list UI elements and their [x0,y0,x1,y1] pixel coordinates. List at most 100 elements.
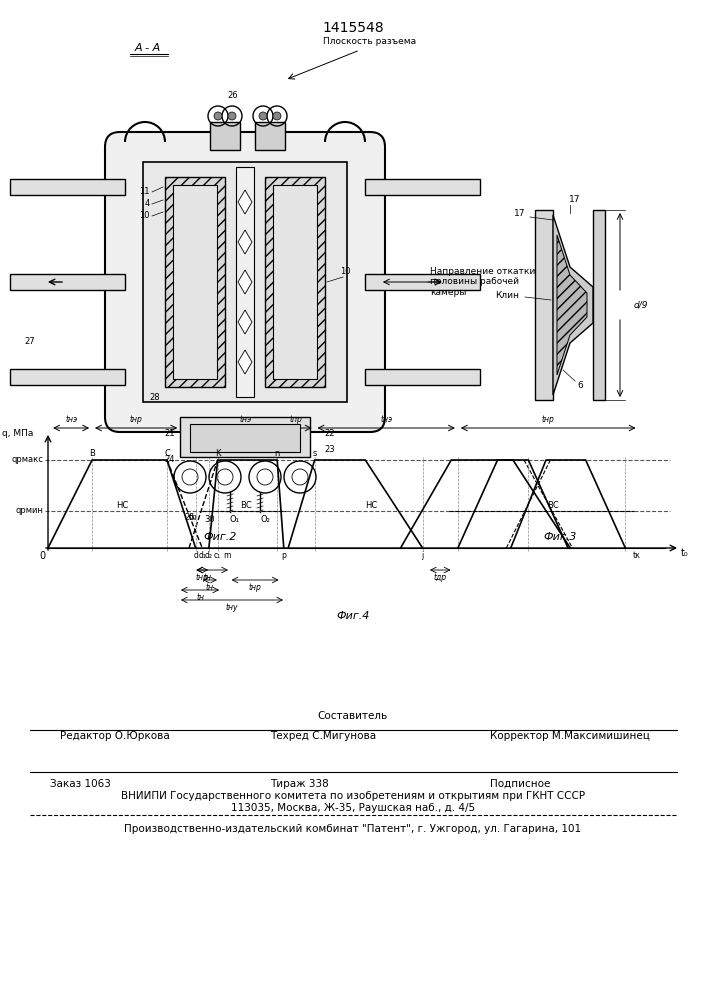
Text: Производственно-издательский комбинат "Патент", г. Ужгород, ул. Гагарина, 101: Производственно-издательский комбинат "П… [124,824,582,834]
Text: j: j [421,552,423,560]
Bar [593,210,605,400]
Text: Фиг.2: Фиг.2 [204,532,237,542]
Text: 17: 17 [514,209,526,218]
Text: tдр: tдр [433,572,447,582]
Text: tну: tну [226,602,238,611]
Text: 17: 17 [569,196,580,205]
Text: tнр: tнр [196,572,209,582]
Text: t₀: t₀ [681,548,689,558]
Text: Заказ 1063: Заказ 1063 [50,779,111,789]
Text: 28: 28 [150,392,160,401]
Text: d: d [193,552,198,560]
Bar [365,369,480,385]
Text: K: K [215,448,221,458]
Text: tн: tн [206,582,214,591]
Bar [10,274,125,290]
Circle shape [214,112,222,120]
Text: d₁: d₁ [198,552,206,560]
Circle shape [259,112,267,120]
Polygon shape [238,350,252,374]
Text: tнр: tнр [542,416,555,424]
Text: tнр: tнр [249,582,262,591]
Text: 30: 30 [205,516,216,524]
Bar [365,274,480,290]
Text: ВС: ВС [240,501,252,510]
Bar [210,122,240,150]
Bar [10,179,125,195]
Text: tпр: tпр [289,416,303,424]
Text: 27: 27 [25,338,35,347]
Text: q, МПа: q, МПа [1,430,33,438]
Text: Фиг.4: Фиг.4 [337,611,370,621]
Polygon shape [238,230,252,254]
Text: Подписное: Подписное [490,779,550,789]
Text: ВС: ВС [547,501,559,510]
Bar [273,185,317,379]
Text: Направление откатки
половины рабочей
камеры: Направление откатки половины рабочей кам… [430,267,535,297]
Polygon shape [238,310,252,334]
Bar [143,162,347,402]
Text: Корректор М.Максимишинец: Корректор М.Максимишинец [490,731,650,741]
Text: 0: 0 [39,551,45,561]
Circle shape [228,112,236,120]
Bar [173,185,217,379]
Bar [365,179,480,195]
Text: s: s [312,448,317,458]
Text: 25: 25 [185,512,195,522]
Text: Редактор О.Юркова: Редактор О.Юркова [60,731,170,741]
Text: 1415548: 1415548 [322,21,384,35]
Polygon shape [238,190,252,214]
Text: 26: 26 [228,92,238,101]
Text: 22: 22 [325,430,335,438]
Bar [265,177,325,387]
Text: tк: tк [633,552,641,560]
Circle shape [273,112,281,120]
Text: m: m [223,552,230,560]
Text: 10: 10 [340,267,350,276]
Text: O₁: O₁ [230,516,240,524]
Polygon shape [238,270,252,294]
Text: tнэ: tнэ [65,416,77,424]
Text: d/9: d/9 [634,300,648,310]
Text: qрмакс: qрмакс [11,454,43,464]
Polygon shape [553,215,593,395]
Bar [10,369,125,385]
Bar [135,142,355,422]
Bar [180,417,310,457]
Bar [236,167,254,397]
Text: НС: НС [365,501,377,510]
Text: tнэ: tнэ [380,416,392,424]
Text: ВНИИПИ Государственного комитета по изобретениям и открытиям при ГКНТ СССР: ВНИИПИ Государственного комитета по изоб… [121,791,585,801]
Text: tн: tн [203,572,211,582]
Text: 6: 6 [577,380,583,389]
Text: Техред С.Мигунова: Техред С.Мигунова [270,731,376,741]
Bar [165,177,225,387]
Text: p: p [281,552,286,560]
Text: 11: 11 [139,188,150,196]
Text: 4: 4 [145,200,150,209]
Polygon shape [557,235,587,375]
Text: 113035, Москва, Ж-35, Раушская наб., д. 4/5: 113035, Москва, Ж-35, Раушская наб., д. … [231,803,475,813]
Text: Тираж 338: Тираж 338 [270,779,329,789]
Text: 23: 23 [325,446,335,454]
Text: 10: 10 [139,212,150,221]
Text: n: n [274,448,280,458]
Text: 21: 21 [165,430,175,438]
Text: B: B [89,448,95,458]
Text: Клин: Клин [495,290,519,300]
Text: d₂: d₂ [205,552,213,560]
Text: dg: dg [188,514,197,520]
Text: tнэ: tнэ [239,416,251,424]
Text: qрмин: qрмин [15,506,43,515]
FancyBboxPatch shape [105,132,385,432]
Text: Составитель: Составитель [318,711,388,721]
Text: 24: 24 [165,456,175,464]
Text: O₂: O₂ [260,516,270,524]
Text: Плоскость разъема: Плоскость разъема [323,37,416,46]
Text: НС: НС [116,501,128,510]
Text: Фиг.3: Фиг.3 [543,532,577,542]
Text: c₁: c₁ [214,552,221,560]
Bar [255,122,285,150]
Bar [535,210,553,400]
Text: A - A: A - A [135,43,161,53]
